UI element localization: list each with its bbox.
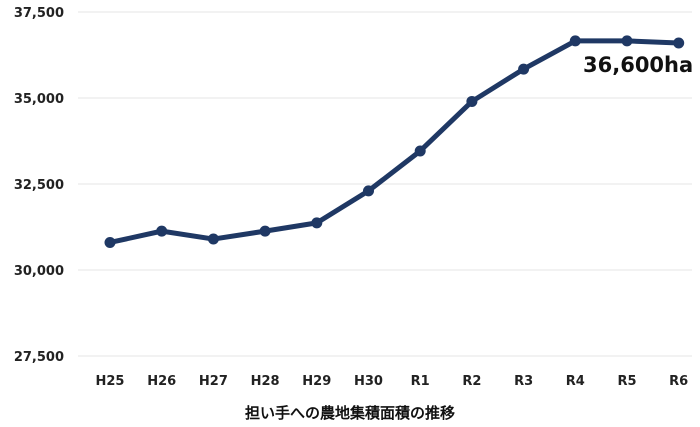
x-axis-label: 担い手への農地集積面積の推移 (245, 404, 455, 422)
x-tick-label: R6 (669, 374, 688, 389)
x-tick-label: R3 (514, 374, 533, 389)
x-tick-label: H29 (302, 374, 331, 389)
value-annotation: 36,600ha (583, 53, 693, 77)
y-tick-label: 27,500 (14, 350, 64, 365)
data-point (569, 35, 581, 47)
data-point (363, 185, 374, 197)
data-point (156, 225, 168, 237)
x-tick-label: R5 (617, 374, 636, 389)
y-tick-label: 30,000 (14, 264, 64, 279)
x-tick-label: R4 (566, 374, 585, 389)
data-point (104, 236, 116, 248)
data-point (414, 145, 426, 157)
x-tick-label: H26 (147, 374, 176, 389)
x-tick-label: R2 (462, 374, 481, 389)
data-point (518, 63, 530, 75)
data-point (621, 35, 633, 47)
data-point (207, 233, 219, 245)
x-tick-label: H30 (354, 374, 383, 389)
x-tick-label: H25 (96, 374, 125, 389)
y-tick-label: 35,000 (14, 92, 64, 107)
data-point (311, 217, 323, 229)
data-point (466, 95, 478, 107)
series-line (107, 38, 682, 245)
x-tick-label: H27 (199, 374, 228, 389)
y-tick-label: 32,500 (14, 178, 64, 193)
data-point (259, 225, 271, 237)
x-tick-label: R1 (411, 374, 430, 389)
data-point (673, 37, 685, 49)
y-tick-label: 37,500 (14, 6, 64, 21)
x-tick-label: H28 (251, 374, 280, 389)
